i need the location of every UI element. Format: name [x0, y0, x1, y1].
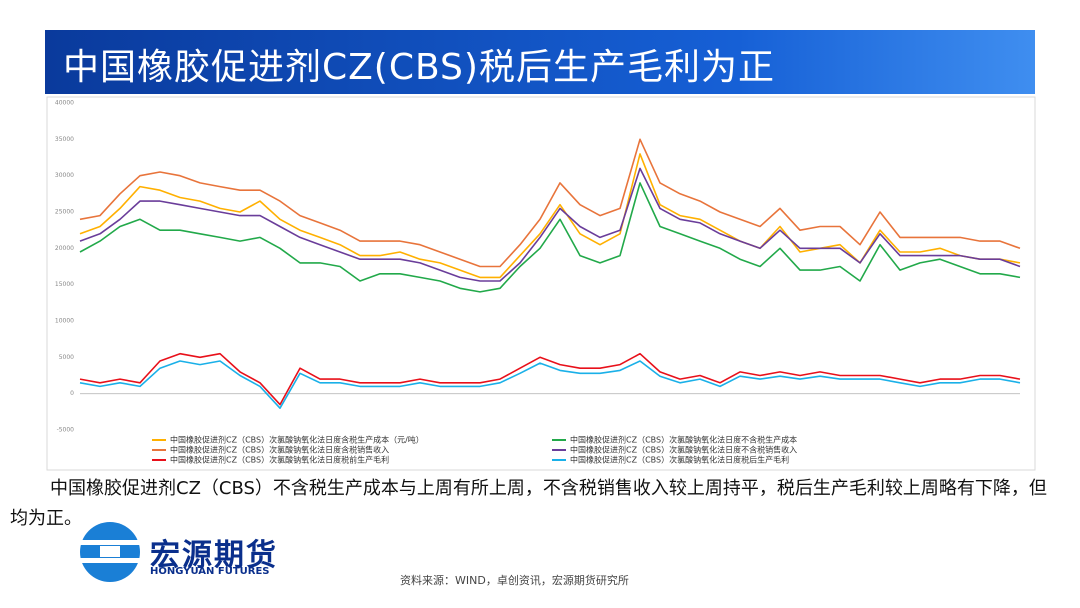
y-tick-label: 5000: [59, 354, 74, 361]
y-tick-label: 40000: [55, 100, 74, 107]
legend-label: 中国橡胶促进剂CZ（CBS）次氯酸钠氧化法日度税后生产毛利: [570, 455, 789, 465]
y-tick-label: 35000: [55, 136, 74, 143]
series-line: [79, 360, 1021, 409]
series-line: [79, 138, 1021, 268]
legend-label: 中国橡胶促进剂CZ（CBS）次氯酸钠氧化法日度税前生产毛利: [170, 455, 389, 465]
title: 中国橡胶促进剂CZ(CBS)税后生产毛利为正: [63, 47, 775, 88]
y-tick-label: 15000: [55, 281, 74, 288]
legend-label: 中国橡胶促进剂CZ（CBS）次氯酸钠氧化法日度含税生产成本（元/吨）: [170, 435, 424, 445]
y-tick-label: 30000: [55, 172, 74, 179]
y-tick-label: 10000: [55, 318, 74, 325]
title-banner: 中国橡胶促进剂CZ(CBS)税后生产毛利为正: [45, 30, 1035, 94]
legend-label: 中国橡胶促进剂CZ（CBS）次氯酸钠氧化法日度含税销售收入: [170, 445, 389, 455]
y-tick-label: 25000: [55, 209, 74, 216]
series-line: [79, 167, 1021, 282]
logo-english: HONGYUAN FUTURES: [150, 566, 270, 577]
series-line: [79, 352, 1021, 406]
y-tick-label: -5000: [57, 427, 75, 434]
source: 资料来源：WIND，卓创资讯，宏源期货研究所: [400, 574, 629, 587]
y-tick-label: 20000: [55, 245, 74, 252]
series-line: [79, 182, 1021, 293]
logo-icon: [78, 522, 142, 582]
logo-name: 宏源期货: [150, 538, 278, 573]
caption: 中国橡胶促进剂CZ（CBS）不含税生产成本与上周有所上周，不含税销售收入较上周持…: [10, 478, 1047, 529]
legend-label: 中国橡胶促进剂CZ（CBS）次氯酸钠氧化法日度不含税生产成本: [570, 435, 797, 445]
y-tick-label: 0: [70, 390, 74, 397]
legend-label: 中国橡胶促进剂CZ（CBS）次氯酸钠氧化法日度不含税销售收入: [570, 445, 797, 455]
chart-frame: [46, 96, 1036, 471]
